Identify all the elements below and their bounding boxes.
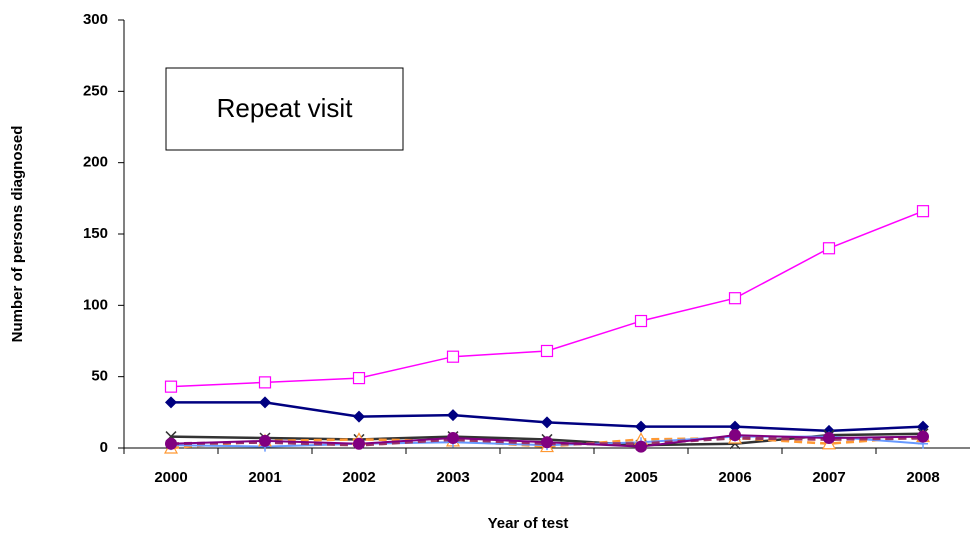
marker xyxy=(823,432,835,445)
marker xyxy=(353,410,365,423)
x-tick-label: 2000 xyxy=(154,469,187,486)
marker xyxy=(634,314,648,328)
y-tick-label: 50 xyxy=(91,368,108,385)
marker xyxy=(165,396,177,409)
marker xyxy=(635,420,647,433)
marker xyxy=(729,420,741,433)
x-tick-label: 2003 xyxy=(436,469,469,486)
marker xyxy=(540,344,554,358)
marker xyxy=(447,409,459,422)
marker xyxy=(541,416,553,429)
marker xyxy=(822,242,836,255)
marker xyxy=(164,380,178,393)
marker xyxy=(353,437,365,450)
marker xyxy=(541,436,553,449)
y-axis-label: Number of persons diagnosed xyxy=(9,126,26,343)
marker xyxy=(917,430,929,443)
x-tick-label: 2002 xyxy=(342,469,375,486)
marker xyxy=(258,376,272,389)
marker xyxy=(259,396,271,409)
annotation-box xyxy=(165,67,404,151)
y-tick-label: 200 xyxy=(83,154,108,171)
y-tick-label: 250 xyxy=(83,82,108,99)
marker xyxy=(635,440,647,453)
marker xyxy=(728,292,742,305)
series-line xyxy=(170,435,924,450)
series-line xyxy=(170,436,924,447)
x-tick-label: 2008 xyxy=(906,469,939,486)
y-tick-label: 0 xyxy=(100,439,108,456)
y-tick-label: 300 xyxy=(83,11,108,28)
x-tick-label: 2001 xyxy=(248,469,281,486)
marker xyxy=(729,429,741,442)
marker xyxy=(165,437,177,450)
x-tick-label: 2004 xyxy=(530,469,564,486)
marker xyxy=(917,420,929,433)
y-tick-label: 100 xyxy=(83,296,108,313)
marker xyxy=(446,350,460,363)
y-tick-label: 150 xyxy=(83,225,108,242)
marker xyxy=(352,371,366,385)
x-axis-label: Year of test xyxy=(488,515,569,532)
x-tick-label: 2005 xyxy=(624,469,657,486)
x-tick-label: 2007 xyxy=(812,469,845,486)
marker xyxy=(916,205,930,218)
series-line xyxy=(170,210,924,388)
marker xyxy=(259,434,271,447)
marker xyxy=(447,432,459,445)
annotation: Repeat visit xyxy=(217,93,354,123)
x-tick-label: 2006 xyxy=(718,469,751,486)
